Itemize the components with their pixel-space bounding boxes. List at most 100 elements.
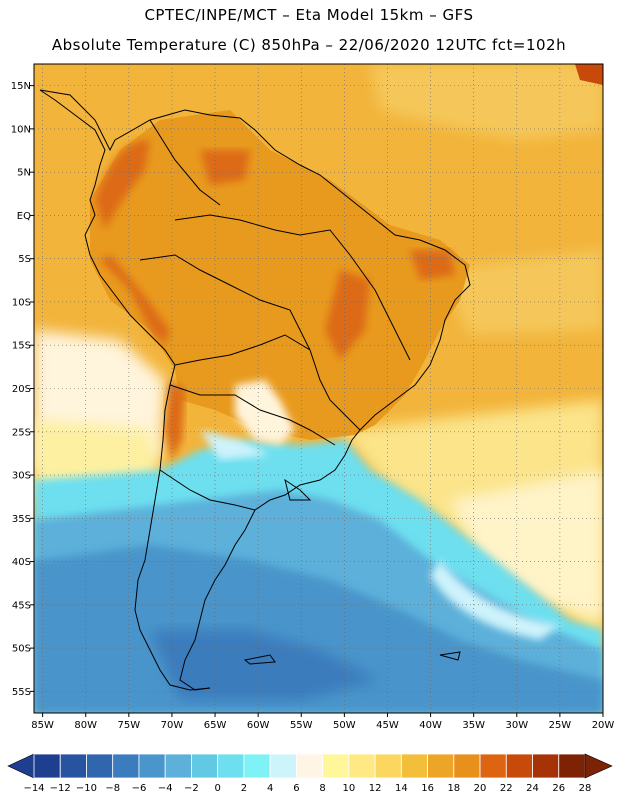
lon-label: 25W [549,720,572,731]
lon-label: 50W [333,720,356,731]
lon-label: 45W [376,720,399,731]
inner-border-6 [159,469,256,511]
lon-label: 70W [161,720,184,731]
colorbar-label: −6 [132,783,147,794]
lat-label: 10N [11,124,31,135]
colorbar-label: −8 [105,783,120,794]
colorbar-label: 14 [395,783,408,794]
chart-title-line-1: CPTEC/INPE/MCT – Eta Model 15km – GFS [144,6,474,24]
colorbar-swatch [164,753,192,779]
lat-label: 25S [12,427,31,438]
hot-spot-northeast [410,250,455,280]
cool-pocket-argentina [200,430,270,460]
inner-border-4 [139,254,311,351]
inner-border-1 [174,334,361,431]
colorbar-swatch [558,753,586,779]
colorbar-label: 8 [319,783,325,794]
inner-border-5 [149,119,221,206]
hot-spot-venezuela [200,150,250,185]
colorbar-label: 12 [369,783,382,794]
lon-label: 85W [31,720,54,731]
colorbar-arrow-left [7,753,35,779]
colorbar-label: 16 [421,783,434,794]
colorbar-swatch [243,753,271,779]
colorbar-label: 6 [293,783,299,794]
latitude-labels: 15N 10N 5N EQ 5S 10S 15S 20S 25S 30S 35S 40S 45S 50S 5… [11,81,31,698]
chart-title-line-2: Absolute Temperature (C) 850hPa – 22/06/… [51,36,567,54]
colorbar-label: 18 [447,783,460,794]
colorbar-label: 24 [526,783,539,794]
front-crescent [430,560,560,640]
colorbar-arrow-right [584,753,613,779]
lagoon [284,478,312,501]
lat-label: 5S [18,254,31,265]
colorbar-label: −14 [23,783,44,794]
lon-label: 35W [462,720,485,731]
cool-pocket-paraguay [235,380,295,445]
lat-label: 40S [12,557,31,568]
cold-core [150,630,380,700]
colorbar-label: 28 [579,783,592,794]
lon-label: 40W [419,720,442,731]
falkland-islands [243,654,276,665]
lat-label: 30S [12,471,31,482]
lon-label: 20W [592,720,615,731]
colorbar-swatch [348,753,376,779]
lon-label: 75W [118,720,141,731]
lat-label: 15S [12,341,31,352]
lon-label: 55W [290,720,313,731]
colorbar-swatch [217,753,245,779]
lon-label: 30W [505,720,528,731]
colorbar-label: −10 [76,783,97,794]
lat-label: 10S [12,297,31,308]
colorbar-swatch [427,753,455,779]
colorbar-swatch [269,753,297,779]
colorbar-swatch [59,753,87,779]
colorbar-swatch [191,753,219,779]
colorbar-label: 20 [474,783,487,794]
colorbar-label: 2 [241,783,247,794]
inner-border-2 [169,384,336,446]
colorbar-label: 10 [342,783,355,794]
lon-label: 60W [247,720,270,731]
colorbar-labels: −14 −12 −10 −8 −6 −4 −2 0 2 4 6 8 10 12 14 16 18 20 22 24 26… [23,783,591,794]
lat-label: 20S [12,384,31,395]
lat-label: 55S [12,687,31,698]
colorbar-label: 26 [552,783,565,794]
lat-label: EQ [17,211,31,222]
lat-label: 5N [17,168,31,179]
colorbar-swatch [453,753,481,779]
lat-label: 15N [11,81,31,92]
colorbar-swatch [138,753,166,779]
colorbar-swatch [295,753,324,779]
colorbar-swatch [505,753,533,779]
pacific-coast [39,89,211,691]
hot-spot-andes [165,380,185,460]
colorbar-swatch [374,753,402,779]
colorbar-swatch [322,753,350,779]
coastlines [39,89,471,691]
atlantic-coast [39,89,471,691]
colorbar-label: −2 [184,783,199,794]
colorbar-swatch [479,753,507,779]
colorbar-swatch [400,753,428,779]
map-frame [33,63,604,714]
lon-label: 80W [74,720,97,731]
colorbar-label: 0 [214,783,220,794]
graticule [30,64,604,717]
hot-spot-corner [575,64,603,85]
warm-patch-north [370,64,603,140]
hot-spot-brazil [325,270,370,360]
lon-label: 65W [204,720,227,731]
lat-label: 50S [12,644,31,655]
colorbar-swatch [532,753,560,779]
hot-spot-peru [100,255,170,345]
inner-border-3 [174,214,411,361]
colorbar [7,753,613,779]
pale-band-south-atlantic [450,470,603,620]
south-georgia [439,651,461,661]
warm-patch-atlantic [440,250,603,335]
lat-label: 35S [12,514,31,525]
colorbar-label: 4 [267,783,273,794]
